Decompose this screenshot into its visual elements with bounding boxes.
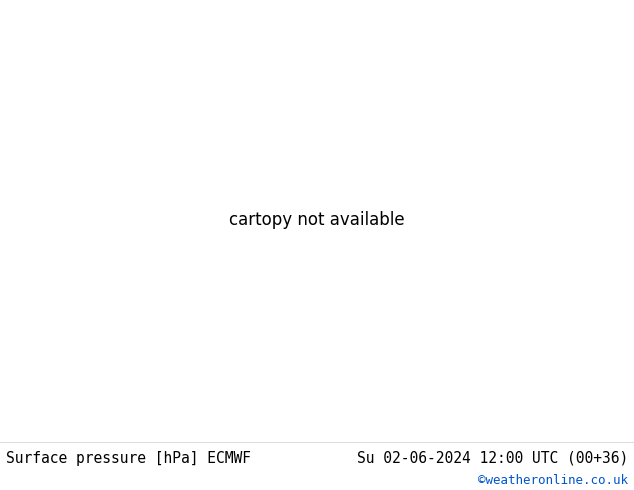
Text: ©weatheronline.co.uk: ©weatheronline.co.uk (478, 473, 628, 487)
Text: Surface pressure [hPa] ECMWF: Surface pressure [hPa] ECMWF (6, 450, 251, 465)
Text: Su 02-06-2024 12:00 UTC (00+36): Su 02-06-2024 12:00 UTC (00+36) (357, 450, 628, 465)
Text: cartopy not available: cartopy not available (229, 211, 405, 229)
